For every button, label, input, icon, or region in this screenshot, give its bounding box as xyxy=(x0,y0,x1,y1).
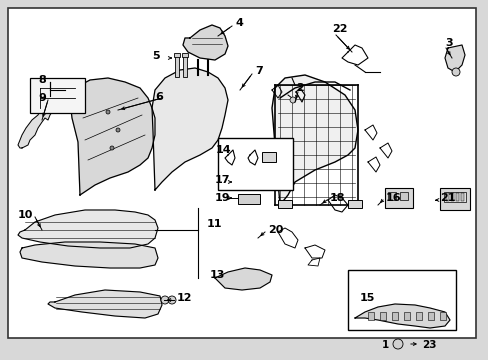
Text: 6: 6 xyxy=(155,92,163,102)
Circle shape xyxy=(289,97,295,103)
Text: 12: 12 xyxy=(177,293,192,303)
Circle shape xyxy=(257,177,266,187)
Text: 23: 23 xyxy=(421,340,436,350)
Bar xyxy=(460,193,463,201)
Bar xyxy=(455,193,458,201)
Bar xyxy=(30,78,85,113)
Text: 4: 4 xyxy=(235,18,243,28)
Bar xyxy=(183,55,186,77)
Circle shape xyxy=(161,296,169,304)
Bar xyxy=(450,193,453,201)
Circle shape xyxy=(363,289,375,301)
Text: 2: 2 xyxy=(295,83,303,93)
Text: 3: 3 xyxy=(444,38,452,48)
Circle shape xyxy=(451,68,459,76)
Bar xyxy=(427,312,433,320)
Bar xyxy=(387,192,395,200)
Text: 9: 9 xyxy=(38,93,46,103)
Polygon shape xyxy=(215,268,271,290)
Text: 10: 10 xyxy=(18,210,33,220)
Text: 20: 20 xyxy=(267,225,283,235)
Text: 16: 16 xyxy=(385,193,401,203)
Bar xyxy=(174,53,180,57)
Text: 22: 22 xyxy=(331,24,347,34)
Polygon shape xyxy=(18,210,158,248)
Circle shape xyxy=(110,146,114,150)
Text: 19: 19 xyxy=(215,193,230,203)
Polygon shape xyxy=(18,105,52,148)
Bar xyxy=(238,194,260,204)
Text: 17: 17 xyxy=(215,175,230,185)
Circle shape xyxy=(116,128,120,132)
Text: 15: 15 xyxy=(359,293,375,303)
Circle shape xyxy=(232,177,243,187)
Bar xyxy=(439,312,445,320)
Text: 5: 5 xyxy=(152,51,159,61)
Text: 18: 18 xyxy=(329,193,345,203)
Circle shape xyxy=(392,339,402,349)
Text: 11: 11 xyxy=(206,219,222,229)
Bar xyxy=(391,312,397,320)
Text: 21: 21 xyxy=(439,193,454,203)
Circle shape xyxy=(106,110,110,114)
Polygon shape xyxy=(354,304,449,328)
Circle shape xyxy=(244,177,254,187)
Text: 8: 8 xyxy=(38,75,46,85)
Bar xyxy=(439,188,469,210)
Bar xyxy=(175,55,179,77)
Polygon shape xyxy=(20,242,158,268)
Bar xyxy=(182,53,187,57)
Bar xyxy=(262,152,275,162)
Polygon shape xyxy=(444,45,464,72)
Polygon shape xyxy=(183,25,227,60)
Bar xyxy=(415,312,421,320)
Polygon shape xyxy=(271,75,357,205)
Circle shape xyxy=(168,296,176,304)
Bar xyxy=(278,200,291,208)
Bar xyxy=(347,270,455,330)
Bar xyxy=(367,312,373,320)
Bar xyxy=(384,188,412,208)
Text: 1: 1 xyxy=(381,340,388,350)
Bar xyxy=(445,193,448,201)
Bar xyxy=(443,192,465,202)
Bar xyxy=(399,192,407,200)
Text: 13: 13 xyxy=(209,270,225,280)
Text: 7: 7 xyxy=(254,66,262,76)
Bar xyxy=(379,290,393,300)
Bar xyxy=(403,312,409,320)
Text: 14: 14 xyxy=(216,145,231,155)
Bar xyxy=(347,200,361,208)
Bar xyxy=(218,138,292,190)
Polygon shape xyxy=(152,68,227,190)
Polygon shape xyxy=(70,78,155,195)
Bar xyxy=(379,312,385,320)
Polygon shape xyxy=(48,290,162,318)
